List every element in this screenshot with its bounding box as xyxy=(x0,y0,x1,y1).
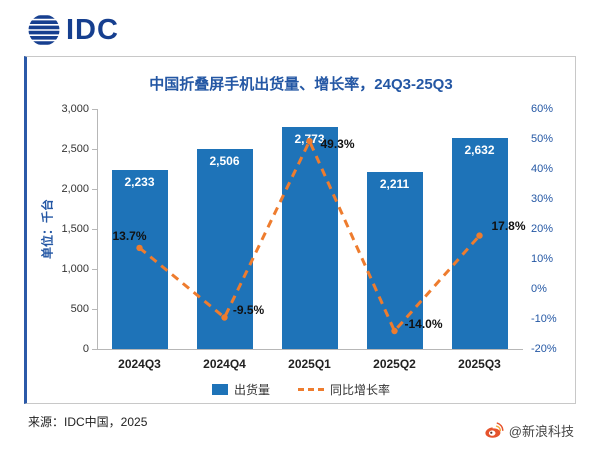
legend-label-shipments: 出货量 xyxy=(233,383,270,397)
right-axis-tick: 0% xyxy=(531,283,547,295)
weibo-icon xyxy=(485,422,504,438)
left-axis-tickmark xyxy=(92,349,97,350)
bar-value-label: 2,506 xyxy=(209,153,240,168)
left-axis-tick: 1,500 xyxy=(61,223,89,235)
chart-panel: 中国折叠屏手机出货量、增长率，24Q3-25Q3 单位：千台 出货量 同比增长率… xyxy=(24,56,576,404)
left-axis-tickmark xyxy=(92,229,97,230)
growth-value-label: 13.7% xyxy=(112,228,147,243)
left-axis-tick: 0 xyxy=(82,343,89,355)
left-axis-tick: 2,500 xyxy=(61,143,89,155)
idc-logo-text: IDC xyxy=(66,13,119,46)
left-axis-tick: 2,000 xyxy=(61,183,89,195)
left-axis-tickmark xyxy=(92,109,97,110)
left-axis-tick: 1,000 xyxy=(61,263,89,275)
x-axis-label: 2024Q3 xyxy=(118,357,161,371)
left-axis-tickmark xyxy=(92,309,97,310)
growth-value-label: -14.0% xyxy=(404,317,443,331)
left-axis-tick: 3,000 xyxy=(61,103,89,115)
legend-item-shipments: 出货量 xyxy=(211,381,270,398)
x-axis-label: 2024Q4 xyxy=(203,357,246,371)
left-axis-tick: 500 xyxy=(70,303,89,315)
x-axis-label: 2025Q1 xyxy=(288,357,331,371)
bar-value-label: 2,211 xyxy=(379,177,410,192)
bar: 2,233 xyxy=(111,170,168,349)
bar-value-label: 2,632 xyxy=(464,143,495,158)
idc-globe-icon xyxy=(28,15,60,45)
right-axis-tick: 60% xyxy=(531,103,554,115)
legend-item-growth: 同比增长率 xyxy=(298,381,390,398)
bar-value-label: 2,233 xyxy=(124,175,155,190)
legend-line-swatch xyxy=(298,388,324,391)
legend-bar-swatch xyxy=(211,384,228,395)
left-axis-tickmark xyxy=(92,189,97,190)
legend-label-growth: 同比增长率 xyxy=(330,383,391,397)
bar: 2,632 xyxy=(451,138,508,349)
growth-value-label: 49.3% xyxy=(320,137,355,152)
bar: 2,773 xyxy=(281,127,338,349)
idc-logo: IDC xyxy=(26,12,119,48)
chart-title: 中国折叠屏手机出货量、增长率，24Q3-25Q3 xyxy=(149,76,453,93)
left-axis-tickmark xyxy=(92,149,97,150)
plot-area xyxy=(97,109,523,350)
bar: 2,506 xyxy=(196,148,253,349)
x-axis-label: 2025Q3 xyxy=(458,357,501,371)
right-axis-tick: 20% xyxy=(531,223,554,235)
right-axis-tick: 40% xyxy=(531,163,554,175)
growth-value-label: 17.8% xyxy=(491,218,526,233)
credit-text: @新浪科技 xyxy=(508,424,574,439)
source-note: 来源：IDC中国，2025 xyxy=(28,415,148,429)
right-axis-tick: 10% xyxy=(531,253,554,265)
growth-value-label: -9.5% xyxy=(232,302,265,317)
right-axis-tick: 30% xyxy=(531,193,554,205)
credit: @新浪科技 xyxy=(484,421,574,440)
left-axis-tickmark xyxy=(92,269,97,270)
right-axis-tick: -10% xyxy=(531,313,557,325)
x-axis-label: 2025Q2 xyxy=(373,357,416,371)
legend: 出货量 同比增长率 xyxy=(27,381,575,398)
right-axis-tick: 50% xyxy=(531,133,554,145)
right-axis-tick: -20% xyxy=(531,343,557,355)
